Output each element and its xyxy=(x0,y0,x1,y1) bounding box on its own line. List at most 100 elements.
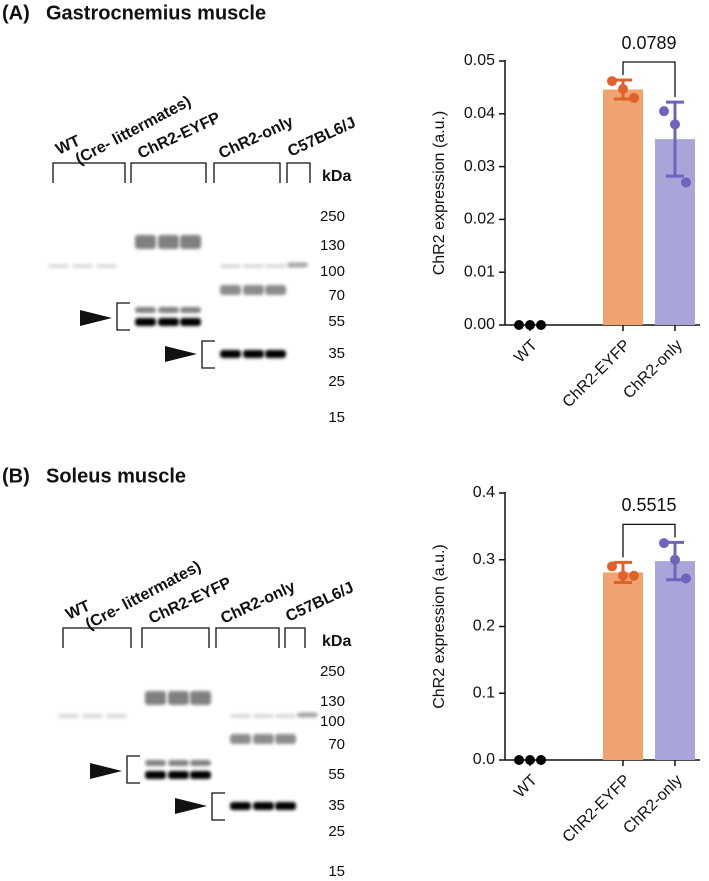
band xyxy=(253,714,274,718)
significance-bracket xyxy=(622,523,676,558)
unit-label: kDa xyxy=(322,633,351,650)
band xyxy=(230,802,251,810)
panel-label: (B) xyxy=(2,465,30,487)
band xyxy=(158,235,179,249)
band xyxy=(72,264,93,268)
band xyxy=(297,712,318,718)
band xyxy=(145,760,166,766)
band xyxy=(135,318,156,326)
band xyxy=(145,771,166,779)
data-point xyxy=(618,83,628,94)
data-point xyxy=(525,755,535,765)
band xyxy=(145,691,166,705)
data-point xyxy=(659,538,669,549)
error-bar xyxy=(666,100,684,178)
data-point xyxy=(670,119,680,130)
marker-label: 55 xyxy=(328,766,345,783)
band-bracket xyxy=(201,340,215,369)
band xyxy=(265,285,286,295)
arrowhead xyxy=(80,310,112,326)
band xyxy=(287,262,308,268)
band xyxy=(275,734,296,744)
data-point xyxy=(681,177,691,188)
unit-label: kDa xyxy=(322,168,351,185)
y-tick-label: 0.1 xyxy=(473,684,495,701)
band xyxy=(158,318,179,326)
y-axis-title: ChR2 expression (a.u.) xyxy=(431,544,448,709)
data-point xyxy=(629,570,639,581)
y-tick-label: 0.3 xyxy=(473,551,495,568)
band xyxy=(82,714,103,718)
data-point xyxy=(536,320,546,330)
lane-bracket xyxy=(141,627,210,648)
band xyxy=(220,264,241,268)
marker-label: 100 xyxy=(320,263,345,280)
marker-label: 70 xyxy=(328,736,345,753)
marker-label: 130 xyxy=(320,237,345,254)
band xyxy=(275,802,296,810)
band xyxy=(48,264,69,268)
band xyxy=(230,734,251,744)
marker-label: 70 xyxy=(328,287,345,304)
lane-bracket xyxy=(52,162,126,183)
bar xyxy=(603,572,643,760)
band xyxy=(265,350,286,358)
marker-label: 100 xyxy=(320,713,345,730)
marker-label: 25 xyxy=(328,823,345,840)
marker-label: 25 xyxy=(328,373,345,390)
band xyxy=(230,714,251,718)
band xyxy=(135,307,156,313)
lane-bracket xyxy=(286,162,311,183)
x-tick-label: WT xyxy=(511,772,541,802)
band xyxy=(96,264,117,268)
marker-label: 130 xyxy=(320,693,345,710)
band xyxy=(275,714,296,718)
significance-label: 0.5515 xyxy=(621,495,676,515)
marker-label: 35 xyxy=(328,345,345,362)
y-tick-label: 0.01 xyxy=(464,263,495,280)
band xyxy=(58,714,79,718)
data-point xyxy=(670,554,680,565)
marker-label: 250 xyxy=(320,208,345,225)
bar xyxy=(603,89,643,326)
band xyxy=(168,771,189,779)
band xyxy=(243,264,264,268)
data-point xyxy=(525,320,535,330)
marker-label: 35 xyxy=(328,797,345,814)
data-point xyxy=(536,755,546,765)
band-bracket xyxy=(116,302,130,331)
arrowhead xyxy=(175,798,207,814)
band xyxy=(168,691,189,705)
lane-bracket xyxy=(215,627,280,648)
band xyxy=(190,760,211,766)
band-bracket xyxy=(126,755,140,784)
y-tick-label: 0.03 xyxy=(464,158,495,175)
y-tick-label: 0.0 xyxy=(473,751,495,768)
marker-label: 15 xyxy=(328,409,345,426)
band xyxy=(190,691,211,705)
band xyxy=(180,307,201,313)
panel-label: (A) xyxy=(2,2,30,24)
band xyxy=(168,760,189,766)
lane-bracket xyxy=(284,627,306,648)
data-point xyxy=(629,92,639,103)
marker-label: 55 xyxy=(328,313,345,330)
data-point xyxy=(659,106,669,117)
lane-label: C57BL6/J xyxy=(285,114,358,160)
band-bracket xyxy=(211,792,225,821)
arrowhead xyxy=(90,763,122,779)
x-tick-label: ChR2-EYFP xyxy=(560,772,634,846)
y-tick-label: 0.2 xyxy=(473,618,495,635)
lane-label: ChR2-only xyxy=(216,113,296,162)
bar xyxy=(655,561,695,760)
y-tick-label: 0.00 xyxy=(464,316,495,333)
panel-title: Gastrocnemius muscle xyxy=(46,2,266,24)
band xyxy=(220,350,241,358)
data-point xyxy=(607,76,617,87)
lane-bracket xyxy=(62,627,132,648)
band xyxy=(180,318,201,326)
band xyxy=(106,714,127,718)
marker-label: 250 xyxy=(320,663,345,680)
band xyxy=(243,285,264,295)
